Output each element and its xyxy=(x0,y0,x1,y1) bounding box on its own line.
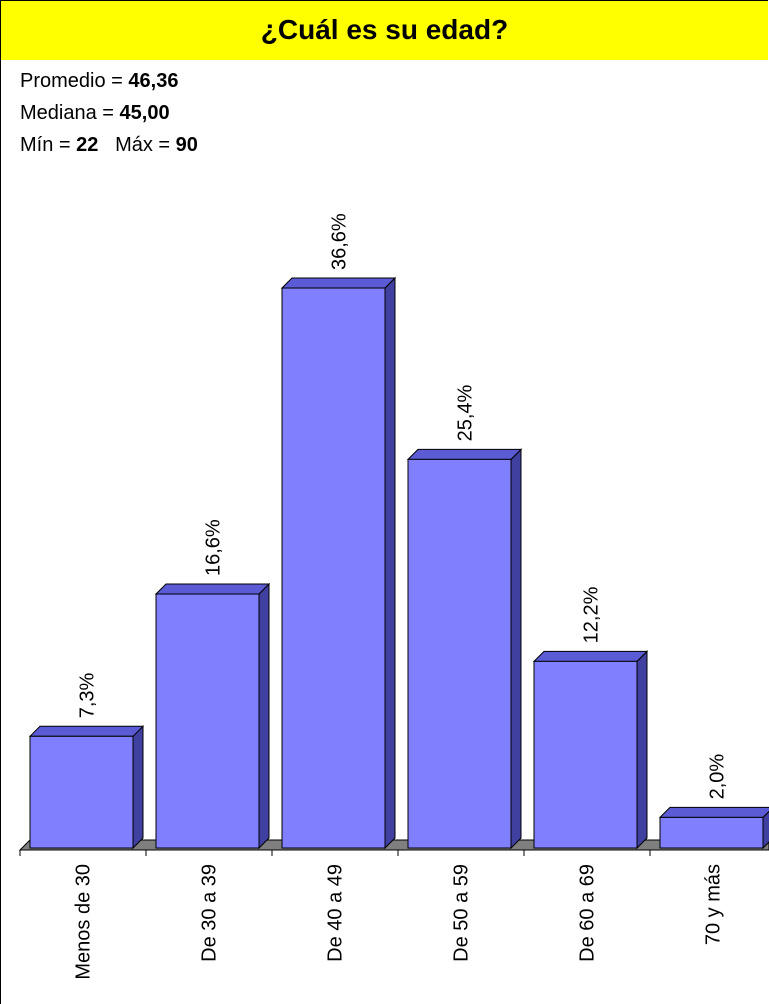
bar-top-4 xyxy=(532,650,649,662)
bar-side-2 xyxy=(384,276,396,850)
value-label-0: 7,3% xyxy=(77,673,99,719)
bar-top-0 xyxy=(28,725,145,737)
stat-min-max: Mín = 22 Máx = 90 xyxy=(20,134,198,157)
promedio-value: 46,36 xyxy=(128,70,179,92)
bar-side-0 xyxy=(132,725,144,850)
left-border xyxy=(0,60,1,1004)
bar-top-5 xyxy=(658,806,769,818)
bar-0 xyxy=(29,735,134,849)
bar-top-3 xyxy=(406,448,523,460)
bar-4 xyxy=(533,660,638,849)
min-value: 22 xyxy=(76,134,99,156)
mediana-label: Mediana = xyxy=(20,102,120,124)
bar-side-1 xyxy=(258,582,270,850)
title-band xyxy=(0,0,768,60)
category-label-3: De 50 a 59 xyxy=(451,864,473,962)
category-label-4: De 60 a 69 xyxy=(577,864,599,962)
value-label-5: 2,0% xyxy=(707,754,729,800)
bar-top-1 xyxy=(154,583,271,595)
bar-2 xyxy=(281,287,386,849)
bar-5 xyxy=(659,816,764,849)
category-label-0: Menos de 30 xyxy=(73,864,95,980)
category-label-1: De 30 a 39 xyxy=(199,864,221,962)
category-label-5: 70 y más xyxy=(703,864,725,945)
stat-promedio: Promedio = 46,36 xyxy=(20,70,178,93)
min-label: Mín = xyxy=(20,134,77,156)
chart-title: ¿Cuál es su edad? xyxy=(260,14,509,45)
bar-1 xyxy=(155,593,260,849)
max-label: Máx = xyxy=(115,134,176,156)
bar-side-4 xyxy=(636,650,648,850)
value-label-4: 12,2% xyxy=(581,586,603,643)
bar-side-3 xyxy=(510,448,522,850)
bar-top-2 xyxy=(280,277,397,289)
max-value: 90 xyxy=(175,134,198,156)
promedio-label: Promedio = xyxy=(20,70,129,92)
value-label-2: 36,6% xyxy=(329,213,351,270)
category-label-2: De 40 a 49 xyxy=(325,864,347,962)
mediana-value: 45,00 xyxy=(119,102,170,124)
bar-3 xyxy=(407,458,512,849)
value-label-3: 25,4% xyxy=(455,384,477,441)
value-label-1: 16,6% xyxy=(203,519,225,576)
stat-mediana: Mediana = 45,00 xyxy=(20,102,170,125)
